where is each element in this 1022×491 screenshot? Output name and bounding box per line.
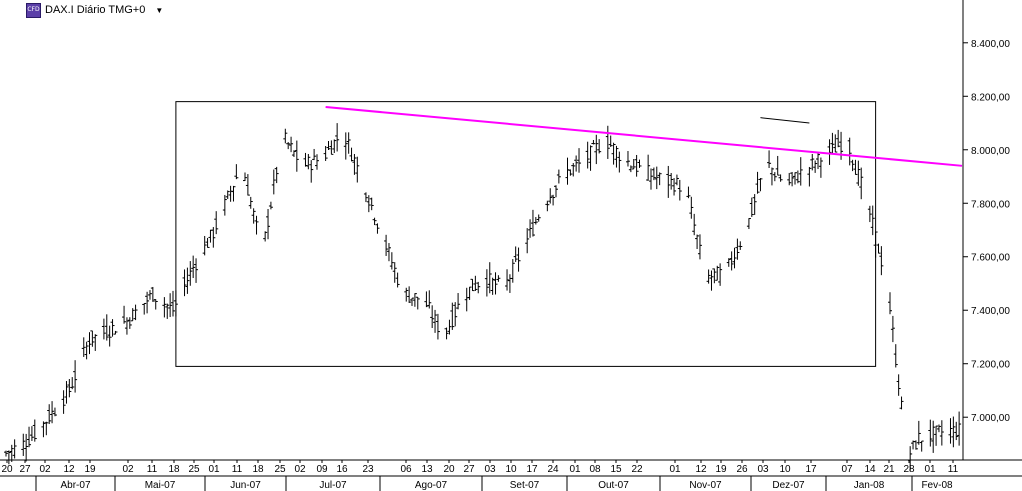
x-day-label: 06 — [400, 464, 412, 475]
x-month-label: Ago-07 — [415, 480, 448, 491]
x-month-label: Jan-08 — [854, 480, 885, 491]
x-day-label: 09 — [316, 464, 328, 475]
y-tick-label: 8.000,00 — [971, 146, 1010, 157]
x-day-label: 14 — [864, 464, 876, 475]
x-day-label: 19 — [715, 464, 727, 475]
x-day-label: 01 — [569, 464, 581, 475]
x-day-label: 23 — [362, 464, 374, 475]
y-tick-label: 8.400,00 — [971, 39, 1010, 50]
x-month-label: Out-07 — [598, 480, 629, 491]
chevron-down-icon[interactable]: ▼ — [155, 5, 164, 15]
chart-title: DAX.I Diário TMG+0 — [45, 4, 146, 16]
x-month-label: Jun-07 — [230, 480, 261, 491]
x-day-label: 27 — [463, 464, 475, 475]
x-day-label: 03 — [484, 464, 496, 475]
x-day-label: 20 — [443, 464, 455, 475]
x-day-label: 02 — [39, 464, 51, 475]
x-month-label: Fev-08 — [921, 480, 953, 491]
x-day-label: 18 — [168, 464, 180, 475]
x-day-label: 12 — [695, 464, 707, 475]
x-day-label: 22 — [631, 464, 643, 475]
x-day-label: 26 — [736, 464, 748, 475]
x-day-label: 03 — [757, 464, 769, 475]
x-day-label: 01 — [924, 464, 936, 475]
x-day-label: 25 — [274, 464, 286, 475]
x-month-label: Nov-07 — [689, 480, 722, 491]
x-day-label: 27 — [19, 464, 31, 475]
x-day-label: 01 — [208, 464, 220, 475]
x-day-label: 11 — [948, 464, 959, 475]
y-tick-label: 7.400,00 — [971, 306, 1010, 317]
y-tick-label: 7.200,00 — [971, 360, 1010, 371]
x-day-label: 17 — [805, 464, 817, 475]
x-day-label: 24 — [547, 464, 559, 475]
x-day-label: 11 — [147, 464, 158, 475]
x-day-label: 16 — [336, 464, 348, 475]
x-day-label: 15 — [610, 464, 622, 475]
x-month-label: Set-07 — [510, 480, 540, 491]
x-day-label: 02 — [122, 464, 134, 475]
cfd-icon: CFD — [26, 2, 41, 18]
x-day-label: 10 — [779, 464, 791, 475]
x-day-label: 12 — [63, 464, 75, 475]
resistance-segment — [760, 117, 810, 124]
y-tick-label: 7.600,00 — [971, 253, 1010, 264]
x-day-label: 02 — [294, 464, 306, 475]
chart-header: CFD DAX.I Diário TMG+0 ▼ — [26, 2, 164, 18]
x-day-label: 19 — [84, 464, 96, 475]
x-day-label: 18 — [252, 464, 264, 475]
x-day-label: 11 — [232, 464, 243, 475]
x-day-label: 28 — [903, 464, 915, 475]
trendline — [325, 105, 963, 167]
x-day-label: 20 — [1, 464, 13, 475]
x-day-label: 17 — [526, 464, 538, 475]
x-day-label: 21 — [883, 464, 895, 475]
x-day-label: 13 — [421, 464, 433, 475]
y-tick-label: 7.800,00 — [971, 199, 1010, 210]
x-day-label: 07 — [841, 464, 853, 475]
x-month-label: Jul-07 — [319, 480, 347, 491]
consolidation-box — [175, 101, 877, 367]
y-tick-label: 7.000,00 — [971, 413, 1010, 424]
x-day-label: 25 — [188, 464, 200, 475]
y-tick-label: 8.200,00 — [971, 92, 1010, 103]
x-month-label: Mai-07 — [145, 480, 176, 491]
x-day-label: 10 — [505, 464, 517, 475]
x-month-label: Dez-07 — [772, 480, 805, 491]
x-month-label: Abr-07 — [60, 480, 90, 491]
x-day-label: 01 — [669, 464, 681, 475]
x-day-label: 08 — [589, 464, 601, 475]
